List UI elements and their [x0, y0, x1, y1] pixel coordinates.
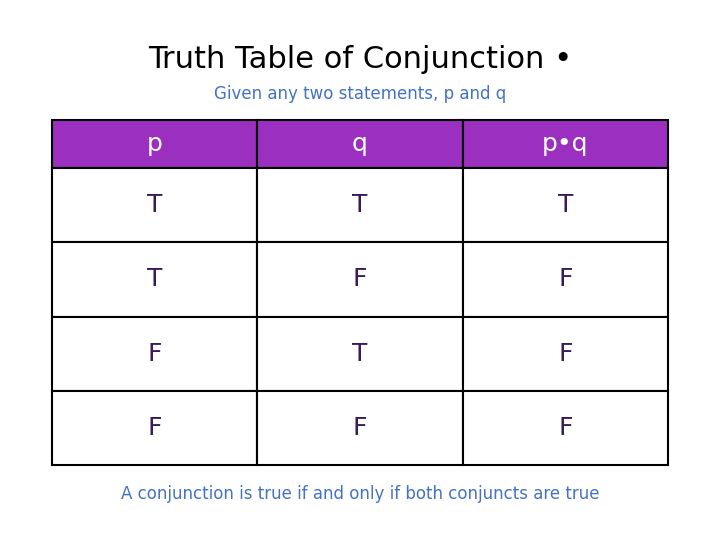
Text: T: T [352, 193, 368, 217]
Bar [257, 316, 463, 391]
Bar [52, 168, 257, 242]
Text: F: F [148, 342, 162, 366]
Text: Given any two statements, p and q: Given any two statements, p and q [214, 85, 506, 103]
Text: F: F [148, 416, 162, 440]
Bar [463, 120, 668, 168]
Text: F: F [353, 416, 367, 440]
Text: T: T [147, 193, 162, 217]
Text: T: T [147, 267, 162, 292]
Text: F: F [353, 267, 367, 292]
Bar [257, 120, 463, 168]
Text: T: T [558, 193, 573, 217]
Text: q: q [352, 132, 368, 156]
Text: T: T [352, 342, 368, 366]
Bar [463, 168, 668, 242]
Bar [257, 391, 463, 465]
Text: p•q: p•q [542, 132, 588, 156]
Text: Truth Table of Conjunction •: Truth Table of Conjunction • [148, 45, 572, 74]
Text: F: F [558, 267, 572, 292]
Bar [52, 391, 257, 465]
Text: A conjunction is true if and only if both conjuncts are true: A conjunction is true if and only if bot… [121, 485, 599, 503]
Bar [52, 316, 257, 391]
Bar [463, 391, 668, 465]
Text: F: F [558, 342, 572, 366]
Bar [257, 242, 463, 316]
Text: p: p [147, 132, 163, 156]
Bar [52, 120, 257, 168]
Bar [463, 242, 668, 316]
Bar [52, 242, 257, 316]
Bar [257, 168, 463, 242]
Bar [463, 316, 668, 391]
Text: F: F [558, 416, 572, 440]
